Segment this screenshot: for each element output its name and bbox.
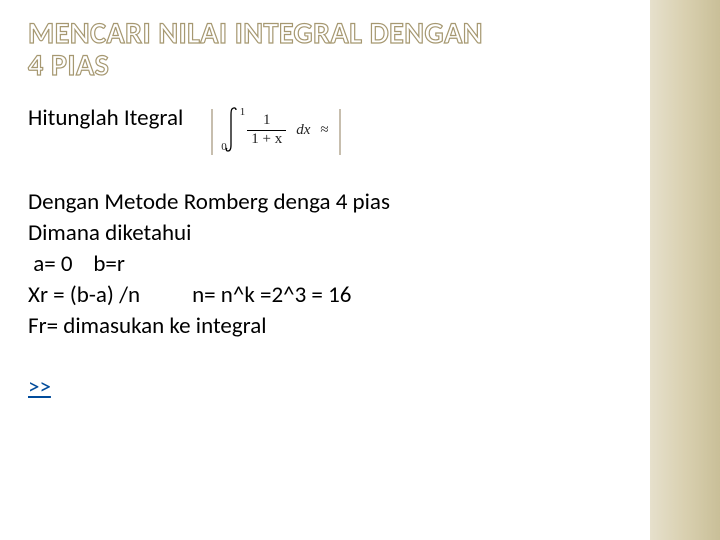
integral-upper: 1	[240, 105, 246, 120]
integral-dx: dx	[296, 120, 310, 140]
body-line-2: Dimana diketahui	[28, 218, 630, 249]
body-paragraph: Dengan Metode Romberg denga 4 pias Diman…	[28, 187, 630, 342]
body-line-3: a= 0 b=r	[28, 249, 630, 280]
title-line-2: 4 PIAS	[28, 50, 630, 82]
integral-approx: ≈	[320, 120, 328, 140]
slide-content: MENCARI NILAI INTEGRAL DENGAN 4 PIAS Hit…	[0, 0, 650, 540]
intro-row: Hitunglah Itegral 1 0 1 1 + x dx ≈	[28, 103, 630, 153]
title-line-1: MENCARI NILAI INTEGRAL DENGAN	[28, 18, 630, 50]
next-link[interactable]: >>	[28, 372, 51, 403]
body-line-1: Dengan Metode Romberg denga 4 pias	[28, 187, 630, 218]
slide-title: MENCARI NILAI INTEGRAL DENGAN 4 PIAS	[28, 18, 630, 81]
body-line-5: Fr= dimasukan ke integral	[28, 311, 630, 342]
decorative-right-band	[650, 0, 720, 540]
slide-body: Hitunglah Itegral 1 0 1 1 + x dx ≈ Denga…	[28, 103, 630, 403]
intro-text: Hitunglah Itegral	[28, 103, 183, 134]
fraction-denominator: 1 + x	[247, 130, 286, 148]
integral-fraction: 1 1 + x	[247, 113, 286, 148]
body-line-4: Xr = (b-a) /n n= n^k =2^3 = 16	[28, 280, 630, 311]
integral-expression: 1 0 1 1 + x dx ≈	[223, 103, 328, 153]
fraction-numerator: 1	[259, 113, 275, 130]
integral-lower: 0	[221, 140, 227, 155]
integral-sign: 1 0	[223, 107, 241, 153]
